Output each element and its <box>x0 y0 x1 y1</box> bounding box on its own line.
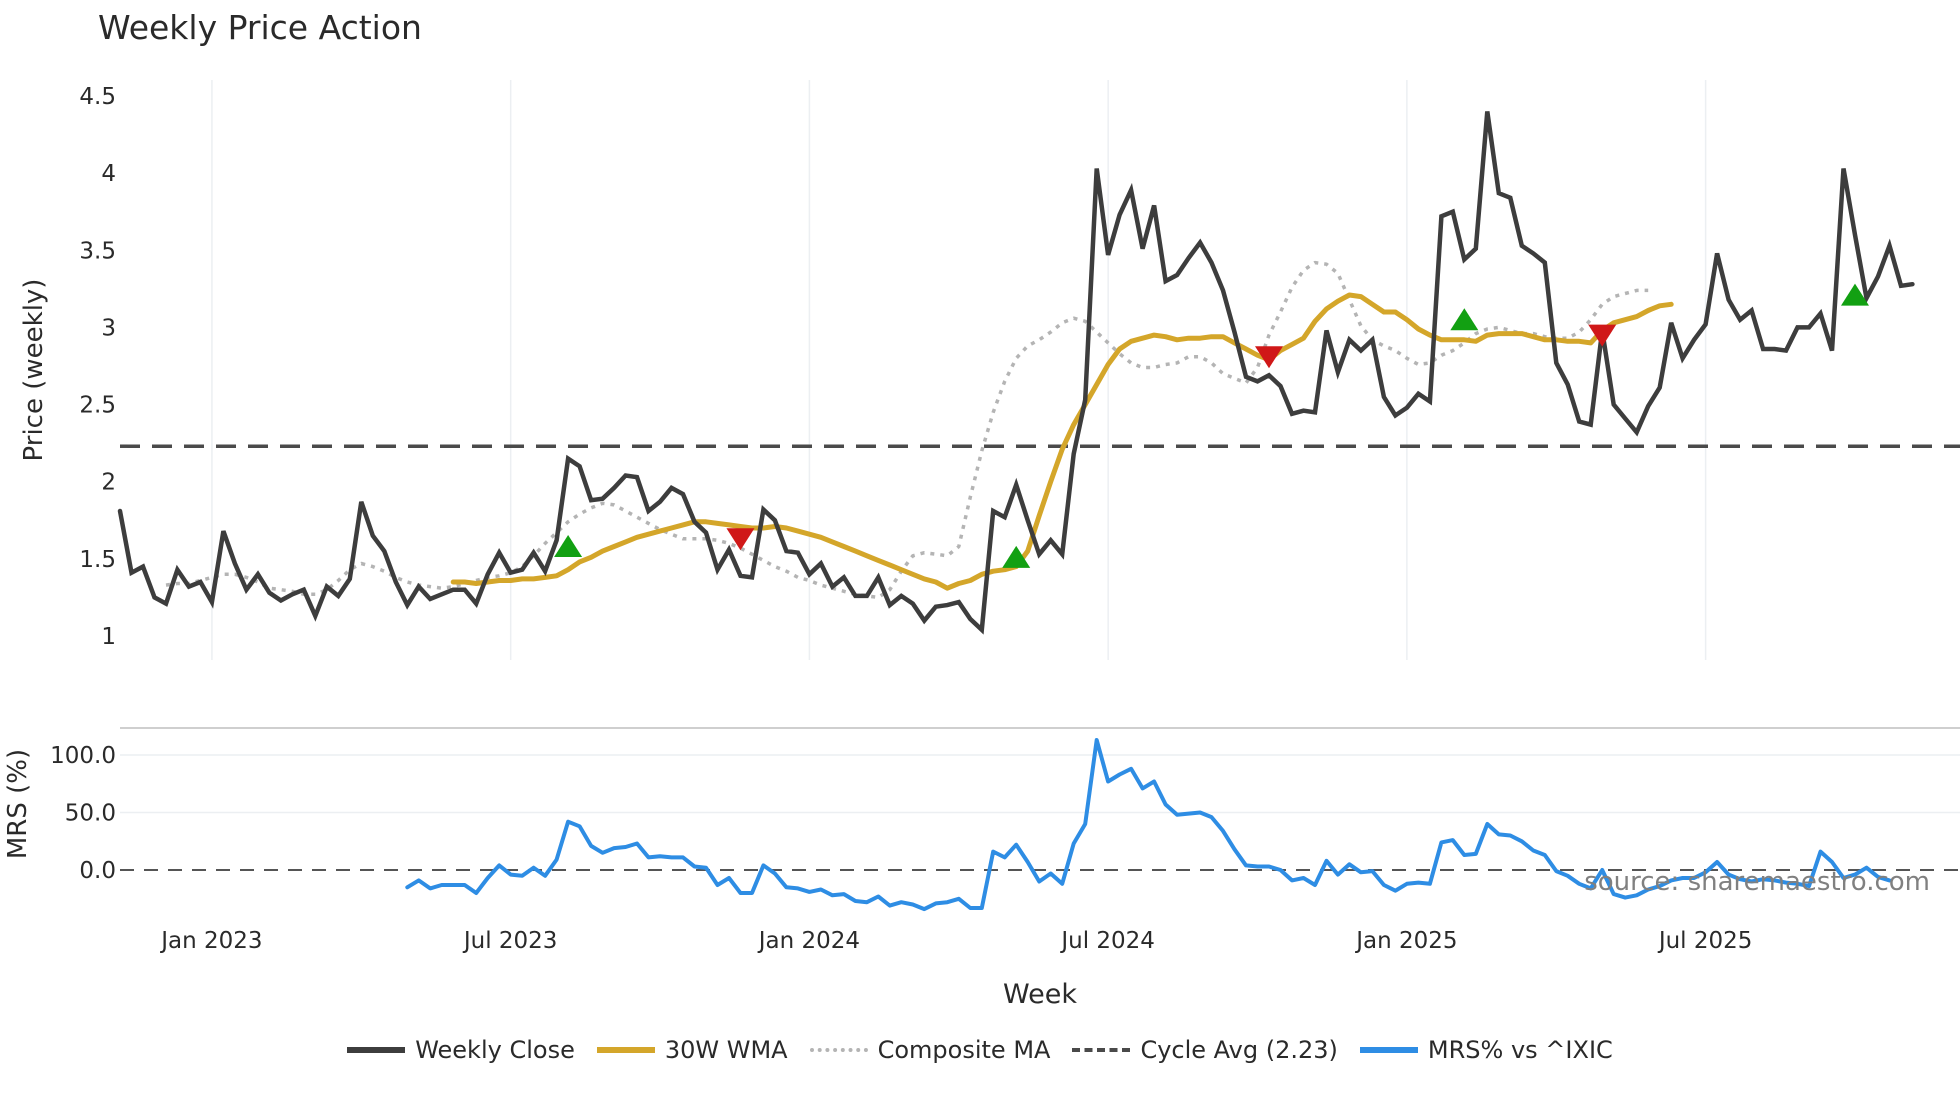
gridlines <box>120 80 1960 814</box>
x-tick-label: Jan 2024 <box>757 928 860 954</box>
price-y-tick-label: 1 <box>101 624 116 650</box>
legend-swatch-cycle <box>1072 1048 1131 1052</box>
x-axis-label: Week <box>1003 979 1077 1010</box>
sell-signal-marker <box>726 528 755 551</box>
mrs-y-tick-label: 50.0 <box>65 801 116 827</box>
price-y-tick-label: 3 <box>101 315 116 341</box>
legend-label: Weekly Close <box>415 1036 575 1064</box>
mrs-y-tick-label: 0.0 <box>79 858 116 884</box>
buy-signal-marker <box>554 535 583 558</box>
legend-item-composite[interactable]: Composite MA <box>809 1036 1051 1064</box>
watermark: source: sharemaestro.com <box>1584 867 1930 897</box>
buy-signal-marker <box>1002 545 1031 568</box>
series-layer <box>117 111 1960 912</box>
legend: Weekly Close 30W WMA Composite MA Cycle … <box>0 1036 1960 1064</box>
legend-label: MRS% vs ^IXIC <box>1427 1036 1613 1064</box>
legend-swatch-composite <box>809 1048 868 1052</box>
mrs-y-axis: 0.0 50.0 100.0 <box>50 743 116 884</box>
wma-line <box>450 292 1674 591</box>
price-y-axis-label: Price (weekly) <box>19 279 49 462</box>
buy-signal-marker <box>1840 283 1869 306</box>
x-tick-label: Jul 2025 <box>1657 928 1753 954</box>
price-y-tick-label: 1.5 <box>79 547 116 573</box>
legend-swatch-wma <box>596 1047 655 1053</box>
legend-label: Composite MA <box>877 1036 1051 1064</box>
legend-swatch-mrs <box>1359 1047 1418 1053</box>
x-tick-label: Jan 2023 <box>159 928 262 954</box>
x-axis: Jan 2023 Jul 2023 Jan 2024 Jul 2024 Jan 2025… <box>159 928 1752 954</box>
x-tick-label: Jan 2025 <box>1354 928 1457 954</box>
sell-signal-marker <box>1255 346 1283 369</box>
mrs-y-tick-label: 100.0 <box>50 743 116 769</box>
price-y-tick-label: 3.5 <box>79 238 116 264</box>
legend-item-wma[interactable]: 30W WMA <box>596 1036 788 1064</box>
mrs-line <box>405 738 1892 912</box>
legend-item-mrs[interactable]: MRS% vs ^IXIC <box>1359 1036 1613 1064</box>
price-y-tick-label: 4 <box>101 161 116 187</box>
chart-title: Weekly Price Action <box>98 8 422 47</box>
x-tick-label: Jul 2024 <box>1059 928 1155 954</box>
price-y-axis: 1 1.5 2 2.5 3 3.5 4 4.5 <box>79 84 116 650</box>
legend-item-close[interactable]: Weekly Close <box>347 1036 575 1064</box>
legend-label: Cycle Avg (2.23) <box>1140 1036 1338 1064</box>
legend-item-cycle[interactable]: Cycle Avg (2.23) <box>1072 1036 1338 1064</box>
sell-signal-marker <box>1588 324 1617 347</box>
x-tick-label: Jul 2023 <box>462 928 558 954</box>
price-y-tick-label: 2.5 <box>79 393 116 419</box>
price-y-tick-label: 4.5 <box>79 84 116 110</box>
legend-label: 30W WMA <box>664 1036 788 1064</box>
price-y-tick-label: 2 <box>101 470 116 496</box>
buy-signal-marker <box>1450 308 1479 331</box>
composite-ma-line <box>165 260 1649 600</box>
mrs-y-axis-label: MRS (%) <box>3 749 33 859</box>
weekly-close-line <box>117 111 1915 635</box>
legend-swatch-close <box>347 1047 406 1053</box>
